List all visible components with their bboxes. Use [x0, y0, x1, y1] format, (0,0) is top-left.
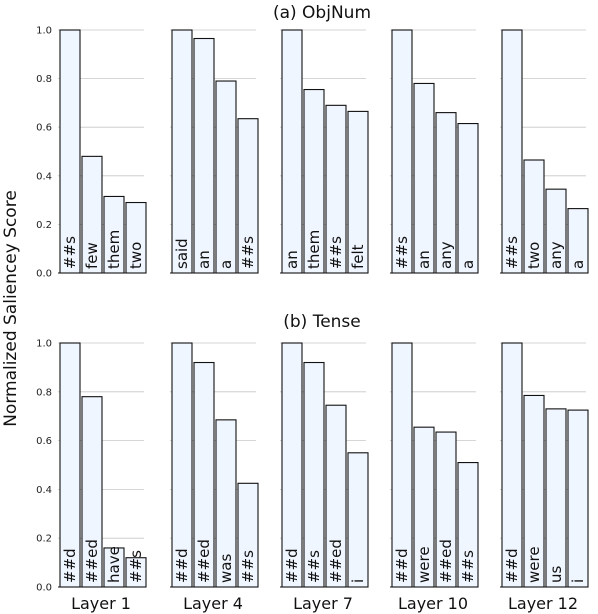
bar-token-label: two — [127, 242, 145, 269]
bar — [347, 452, 369, 588]
bar-token-label: i — [569, 579, 587, 583]
bar-token-label: have — [105, 546, 123, 583]
bar-token-label: an — [283, 250, 301, 269]
y-tick-label: 0.2 — [36, 534, 52, 545]
bar-token-label: ##d — [283, 548, 301, 583]
bar-token-label: ##s — [127, 550, 145, 583]
bar-token-label: ##ed — [437, 539, 455, 583]
y-tick-label: 1.0 — [36, 26, 52, 37]
bar — [281, 29, 303, 274]
bar-token-label: ##ed — [195, 539, 213, 583]
bar-token-label: ##s — [393, 236, 411, 269]
bar-token-label: said — [173, 238, 191, 269]
bar-token-label: any — [437, 241, 455, 269]
bar-token-label: them — [105, 230, 123, 269]
bar-token-label: felt — [349, 244, 367, 269]
bar-token-label: us — [547, 565, 565, 583]
y-tick-label: 0.6 — [36, 436, 52, 447]
y-tick-label: 0.2 — [36, 220, 52, 231]
bar-token-label: ##s — [305, 550, 323, 583]
bar — [215, 80, 237, 274]
bar-token-label: ##s — [503, 236, 521, 269]
bar-token-label: an — [415, 250, 433, 269]
panel-title: (a) ObjNum — [273, 3, 371, 23]
bar-token-label: were — [525, 546, 543, 583]
y-tick-label: 1.0 — [36, 339, 52, 350]
bar — [193, 37, 215, 274]
bar-token-label: a — [569, 260, 587, 269]
bar-token-label: them — [305, 230, 323, 269]
bar-token-label: ##ed — [327, 539, 345, 583]
layer-label: Layer 4 — [183, 594, 243, 613]
bar — [567, 409, 589, 588]
y-axis-label: Normalized Saliencey Score — [1, 190, 21, 427]
bar-token-label: ##ed — [83, 539, 101, 583]
bar-token-label: ##d — [503, 548, 521, 583]
bar-token-label: two — [525, 242, 543, 269]
bar-token-label: was — [217, 554, 235, 583]
bar-token-label: ##s — [459, 550, 477, 583]
bar-token-label: ##s — [239, 550, 257, 583]
layer-label: Layer 7 — [293, 594, 353, 613]
bar-token-label: any — [547, 241, 565, 269]
bar-token-label: few — [83, 242, 101, 269]
bar-token-label: ##s — [61, 236, 79, 269]
bar-token-label: an — [195, 250, 213, 269]
y-tick-label: 0.4 — [36, 485, 52, 496]
bar — [457, 123, 479, 274]
bar-token-label: a — [459, 260, 477, 269]
bar — [545, 408, 567, 588]
y-tick-label: 0.8 — [36, 387, 52, 398]
bar — [171, 29, 193, 274]
layer-label: Layer 10 — [398, 594, 468, 613]
y-tick-label: 0.0 — [36, 583, 52, 594]
bar-token-label: ##s — [327, 236, 345, 269]
bar-token-label: ##d — [61, 548, 79, 583]
panel-title: (b) Tense — [283, 312, 361, 332]
bar-token-label: i — [349, 579, 367, 583]
bar-token-label: a — [217, 260, 235, 269]
layer-label: Layer 1 — [71, 594, 131, 613]
bar — [413, 82, 435, 274]
bar-token-label: ##s — [239, 236, 257, 269]
y-tick-label: 0.6 — [36, 123, 52, 134]
y-tick-label: 0.8 — [36, 74, 52, 85]
bar-token-label: were — [415, 546, 433, 583]
y-tick-label: 0.0 — [36, 269, 52, 280]
bar-token-label: ##d — [173, 548, 191, 583]
bar-token-label: ##d — [393, 548, 411, 583]
layer-label: Layer 12 — [508, 594, 578, 613]
y-tick-label: 0.4 — [36, 171, 52, 182]
